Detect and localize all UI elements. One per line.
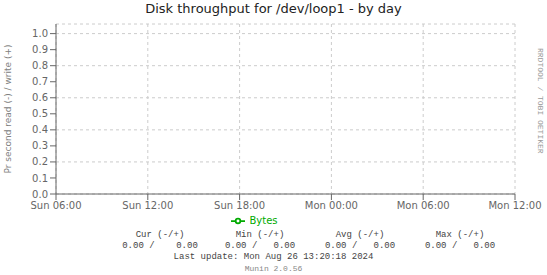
svg-text:0.0: 0.0: [32, 189, 48, 200]
svg-text:0.6: 0.6: [32, 92, 48, 103]
html-text:Max (-/+): Max (-/+): [435, 230, 485, 240]
html-text:Min (-/+): Min (-/+): [235, 230, 285, 240]
svg-text:Sun 12:00: Sun 12:00: [122, 200, 173, 211]
svg-text:Pr second read (-) / write (+): Pr second read (-) / write (+): [8, 45, 13, 174]
svg-text:Sun 18:00: Sun 18:00: [214, 200, 265, 211]
html-text:0.00 / 0.00: 0.00 / 0.00: [324, 241, 396, 251]
svg-text:1.0: 1.0: [32, 28, 48, 39]
svg-text:0.7: 0.7: [32, 76, 48, 87]
html-text:RRDTOOL / TOBI OETIKER: RRDTOOL / TOBI OETIKER: [536, 48, 545, 154]
svg-text:0.5: 0.5: [32, 108, 48, 119]
html-text:Cur (-/+): Cur (-/+): [135, 230, 185, 240]
svg-text:Mon 00:00: Mon 00:00: [305, 200, 358, 211]
svg-text:0.2: 0.2: [32, 156, 48, 167]
html-text:Avg (-/+): Avg (-/+): [335, 230, 385, 240]
svg-text:0.4: 0.4: [32, 124, 48, 135]
svg-text:0.8: 0.8: [32, 60, 48, 71]
html-text:0.00 / 0.00: 0.00 / 0.00: [224, 241, 296, 251]
svg-text:Sun 06:00: Sun 06:00: [30, 200, 81, 211]
html-text:Last update: Mon Aug 26 13:20:: Last update: Mon Aug 26 13:20:18 2024: [173, 252, 374, 262]
html-text:0.00 / 0.00: 0.00 / 0.00: [122, 241, 198, 251]
svg-text:0.1: 0.1: [32, 173, 48, 184]
html-text:Bytes: Bytes: [249, 215, 278, 226]
html-text:0.00 / 0.00: 0.00 / 0.00: [424, 241, 496, 251]
html-text:Munin 2.0.56: Munin 2.0.56: [244, 264, 303, 273]
html-text:Disk throughput for /dev/loop1: Disk throughput for /dev/loop1 - by day: [145, 1, 402, 16]
svg-text:Mon 06:00: Mon 06:00: [397, 200, 450, 211]
svg-text:0.3: 0.3: [32, 140, 48, 151]
svg-text:Mon 12:00: Mon 12:00: [488, 200, 539, 211]
svg-text:0.9: 0.9: [32, 44, 48, 55]
